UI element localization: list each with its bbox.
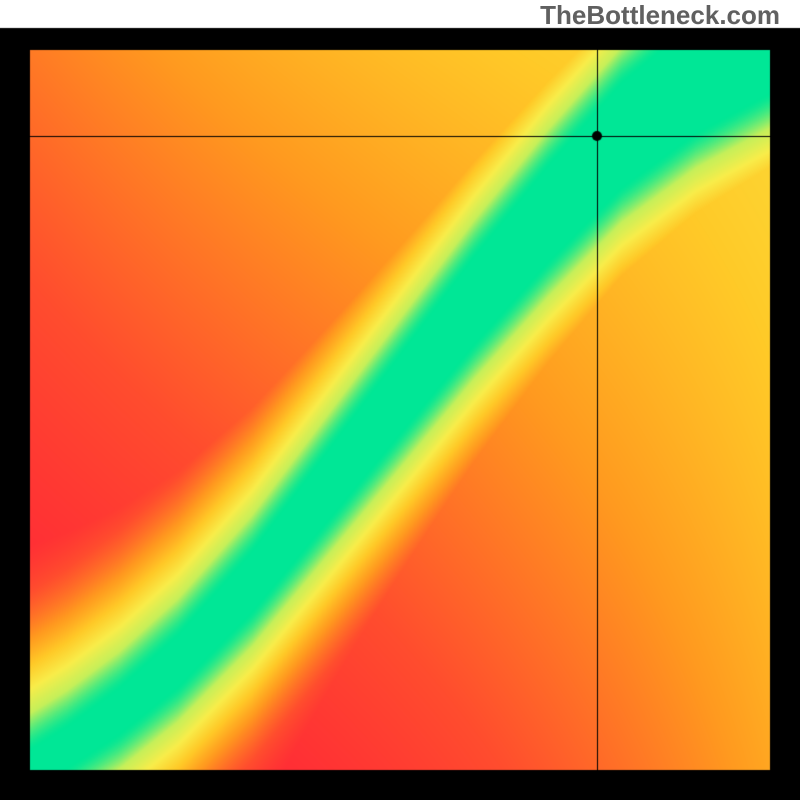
watermark-text: TheBottleneck.com bbox=[540, 0, 780, 31]
bottleneck-heatmap bbox=[0, 0, 800, 800]
